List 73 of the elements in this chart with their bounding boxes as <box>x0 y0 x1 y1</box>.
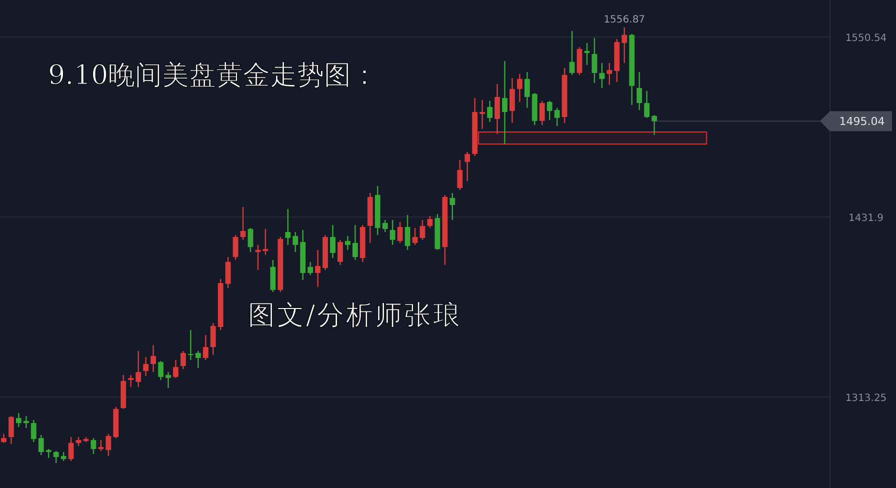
candlestick <box>622 26 628 64</box>
candlestick <box>240 206 246 241</box>
candlestick <box>420 219 426 241</box>
candlestick <box>166 371 171 389</box>
y-tick-label: 1431.9 <box>848 212 884 224</box>
candlestick <box>390 219 396 246</box>
candlestick <box>599 62 605 89</box>
candlestick <box>584 42 590 66</box>
annotation: 图文/分析师张琅 <box>248 300 462 331</box>
candlestick <box>404 214 410 251</box>
candlestick <box>636 71 642 111</box>
candlestick <box>352 224 358 261</box>
y-tick-label: 1550.54 <box>845 32 887 44</box>
y-tick-label: 1313.25 <box>845 393 887 404</box>
candlestick <box>292 231 298 253</box>
candlestick <box>232 234 238 261</box>
candlestick <box>225 256 231 289</box>
annotation: 1556.87 <box>604 14 646 26</box>
candlestick <box>98 439 104 452</box>
candlestick <box>150 344 156 373</box>
candlestick <box>450 192 456 221</box>
candlestick <box>143 356 149 377</box>
candlestick <box>412 227 418 246</box>
text: 9.10晚间美盘黄金走势图： <box>48 60 378 91</box>
candlestick <box>308 261 314 276</box>
candlestick <box>68 436 74 462</box>
candlestick <box>202 334 208 361</box>
candlestick <box>510 77 515 124</box>
candlestick <box>487 100 492 123</box>
candlestick <box>554 107 560 127</box>
candlestick <box>480 99 485 130</box>
candlestick <box>270 259 276 293</box>
candlestick <box>516 73 522 103</box>
candlestick <box>158 360 164 381</box>
candlestick <box>427 215 433 229</box>
candlestick <box>248 227 254 253</box>
candlestick <box>397 221 403 244</box>
candlestick <box>345 235 350 251</box>
candlestick <box>502 60 508 145</box>
candlestick <box>210 322 216 356</box>
candlestick <box>23 415 29 429</box>
candlestick <box>330 224 336 259</box>
candlestick <box>457 159 463 191</box>
candlestick <box>382 219 388 233</box>
candlestick <box>546 100 552 121</box>
candlestick <box>576 46 582 76</box>
candlestick <box>606 62 612 86</box>
candlestick <box>195 350 201 369</box>
candlestick <box>16 412 22 428</box>
candlestick <box>106 433 112 457</box>
candlestick <box>464 151 470 182</box>
candlestick <box>128 374 134 388</box>
candlestick <box>315 249 320 288</box>
candlestick <box>524 71 530 108</box>
candlestick <box>173 359 178 379</box>
candlestick <box>494 83 500 135</box>
candlestick <box>136 350 142 388</box>
candlestick <box>180 350 186 370</box>
ref-line-label: 1495.04 <box>839 115 885 128</box>
candlestick <box>652 114 657 136</box>
candlestick <box>262 228 268 256</box>
candlestick <box>592 37 598 84</box>
candlestick <box>644 90 650 119</box>
candlestick <box>90 437 96 455</box>
candlestick <box>539 100 545 126</box>
candlestick <box>188 329 194 361</box>
candlestick <box>8 415 14 445</box>
candlestick <box>338 239 343 266</box>
candlestick <box>285 208 291 246</box>
candlestick <box>53 450 59 464</box>
candlestick <box>38 434 44 456</box>
candlestick <box>30 419 36 443</box>
candlestick <box>569 30 575 76</box>
